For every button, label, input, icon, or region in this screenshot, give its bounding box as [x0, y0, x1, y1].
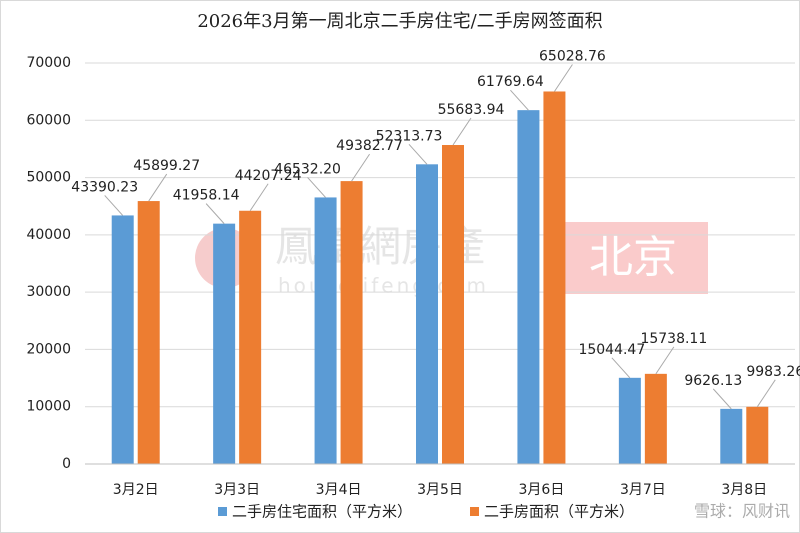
y-tick-label: 0: [62, 456, 71, 472]
data-label: 9626.13: [684, 373, 742, 389]
y-tick-label: 30000: [26, 284, 71, 300]
bar: [746, 406, 769, 464]
bar: [314, 197, 337, 465]
x-tick-label: 3月2日: [113, 482, 159, 498]
data-label: 61769.64: [477, 74, 544, 90]
leader-line: [510, 89, 529, 111]
leader-line: [249, 183, 269, 212]
bar: [416, 164, 438, 464]
leader-line: [307, 177, 326, 198]
y-tick-label: 60000: [26, 112, 71, 128]
legend-label: 二手房面积（平方米）: [484, 503, 634, 521]
bar: [442, 145, 464, 465]
x-tick-label: 3月4日: [316, 482, 362, 498]
leader-line: [205, 203, 225, 224]
x-tick-label: 3月3日: [214, 482, 260, 498]
data-label: 15738.11: [640, 331, 707, 347]
watermark-text: 北京: [589, 232, 677, 283]
x-tick-label: 3月6日: [519, 482, 565, 498]
x-tick-label: 3月5日: [417, 482, 463, 498]
bar: [720, 408, 743, 464]
leader-line: [408, 143, 428, 165]
y-tick-label: 70000: [26, 55, 71, 71]
data-label: 45899.27: [133, 158, 200, 174]
bar: [213, 223, 236, 464]
data-label: 46532.20: [274, 161, 341, 177]
x-tick-label: 3月7日: [620, 482, 666, 498]
y-tick-label: 10000: [26, 399, 71, 415]
x-tick-label: 3月8日: [721, 482, 767, 498]
data-label: 41958.14: [173, 188, 240, 204]
data-label: 9983.26: [746, 364, 800, 380]
legend-swatch: [470, 507, 479, 516]
data-label: 49382.77: [336, 138, 403, 154]
data-label: 43390.23: [71, 179, 138, 195]
leader-line: [452, 117, 472, 146]
y-tick-label: 20000: [26, 341, 71, 357]
data-label: 65028.76: [539, 48, 606, 64]
data-label: 44207.24: [235, 168, 302, 184]
data-label: 52313.73: [376, 128, 443, 144]
bar: [644, 373, 667, 464]
y-tick-label: 50000: [26, 170, 71, 186]
leader-line: [756, 379, 776, 408]
bar: [239, 210, 262, 464]
bar: [543, 91, 566, 465]
bar: [517, 110, 540, 465]
bar: [111, 215, 134, 464]
bar: [340, 181, 363, 464]
leader-line: [611, 357, 631, 379]
watermark-text: 雪球：风财讯: [694, 502, 790, 521]
watermark-box: [558, 222, 708, 294]
y-tick-label: 40000: [26, 227, 71, 243]
leader-line: [148, 173, 168, 202]
leader-line: [104, 195, 124, 216]
bar: [618, 377, 641, 464]
legend-label: 二手房住宅面积（平方米）: [232, 503, 412, 521]
chart-title: 2026年3月第一周北京二手房住宅/二手房网签面积: [197, 11, 602, 32]
bar: [137, 201, 160, 465]
leader-line: [351, 153, 370, 182]
data-label: 55683.94: [438, 102, 505, 118]
data-label: 15044.47: [578, 342, 645, 358]
leader-line: [712, 388, 732, 410]
leader-line: [655, 346, 675, 375]
legend-swatch: [218, 507, 227, 516]
leader-line: [554, 64, 573, 92]
